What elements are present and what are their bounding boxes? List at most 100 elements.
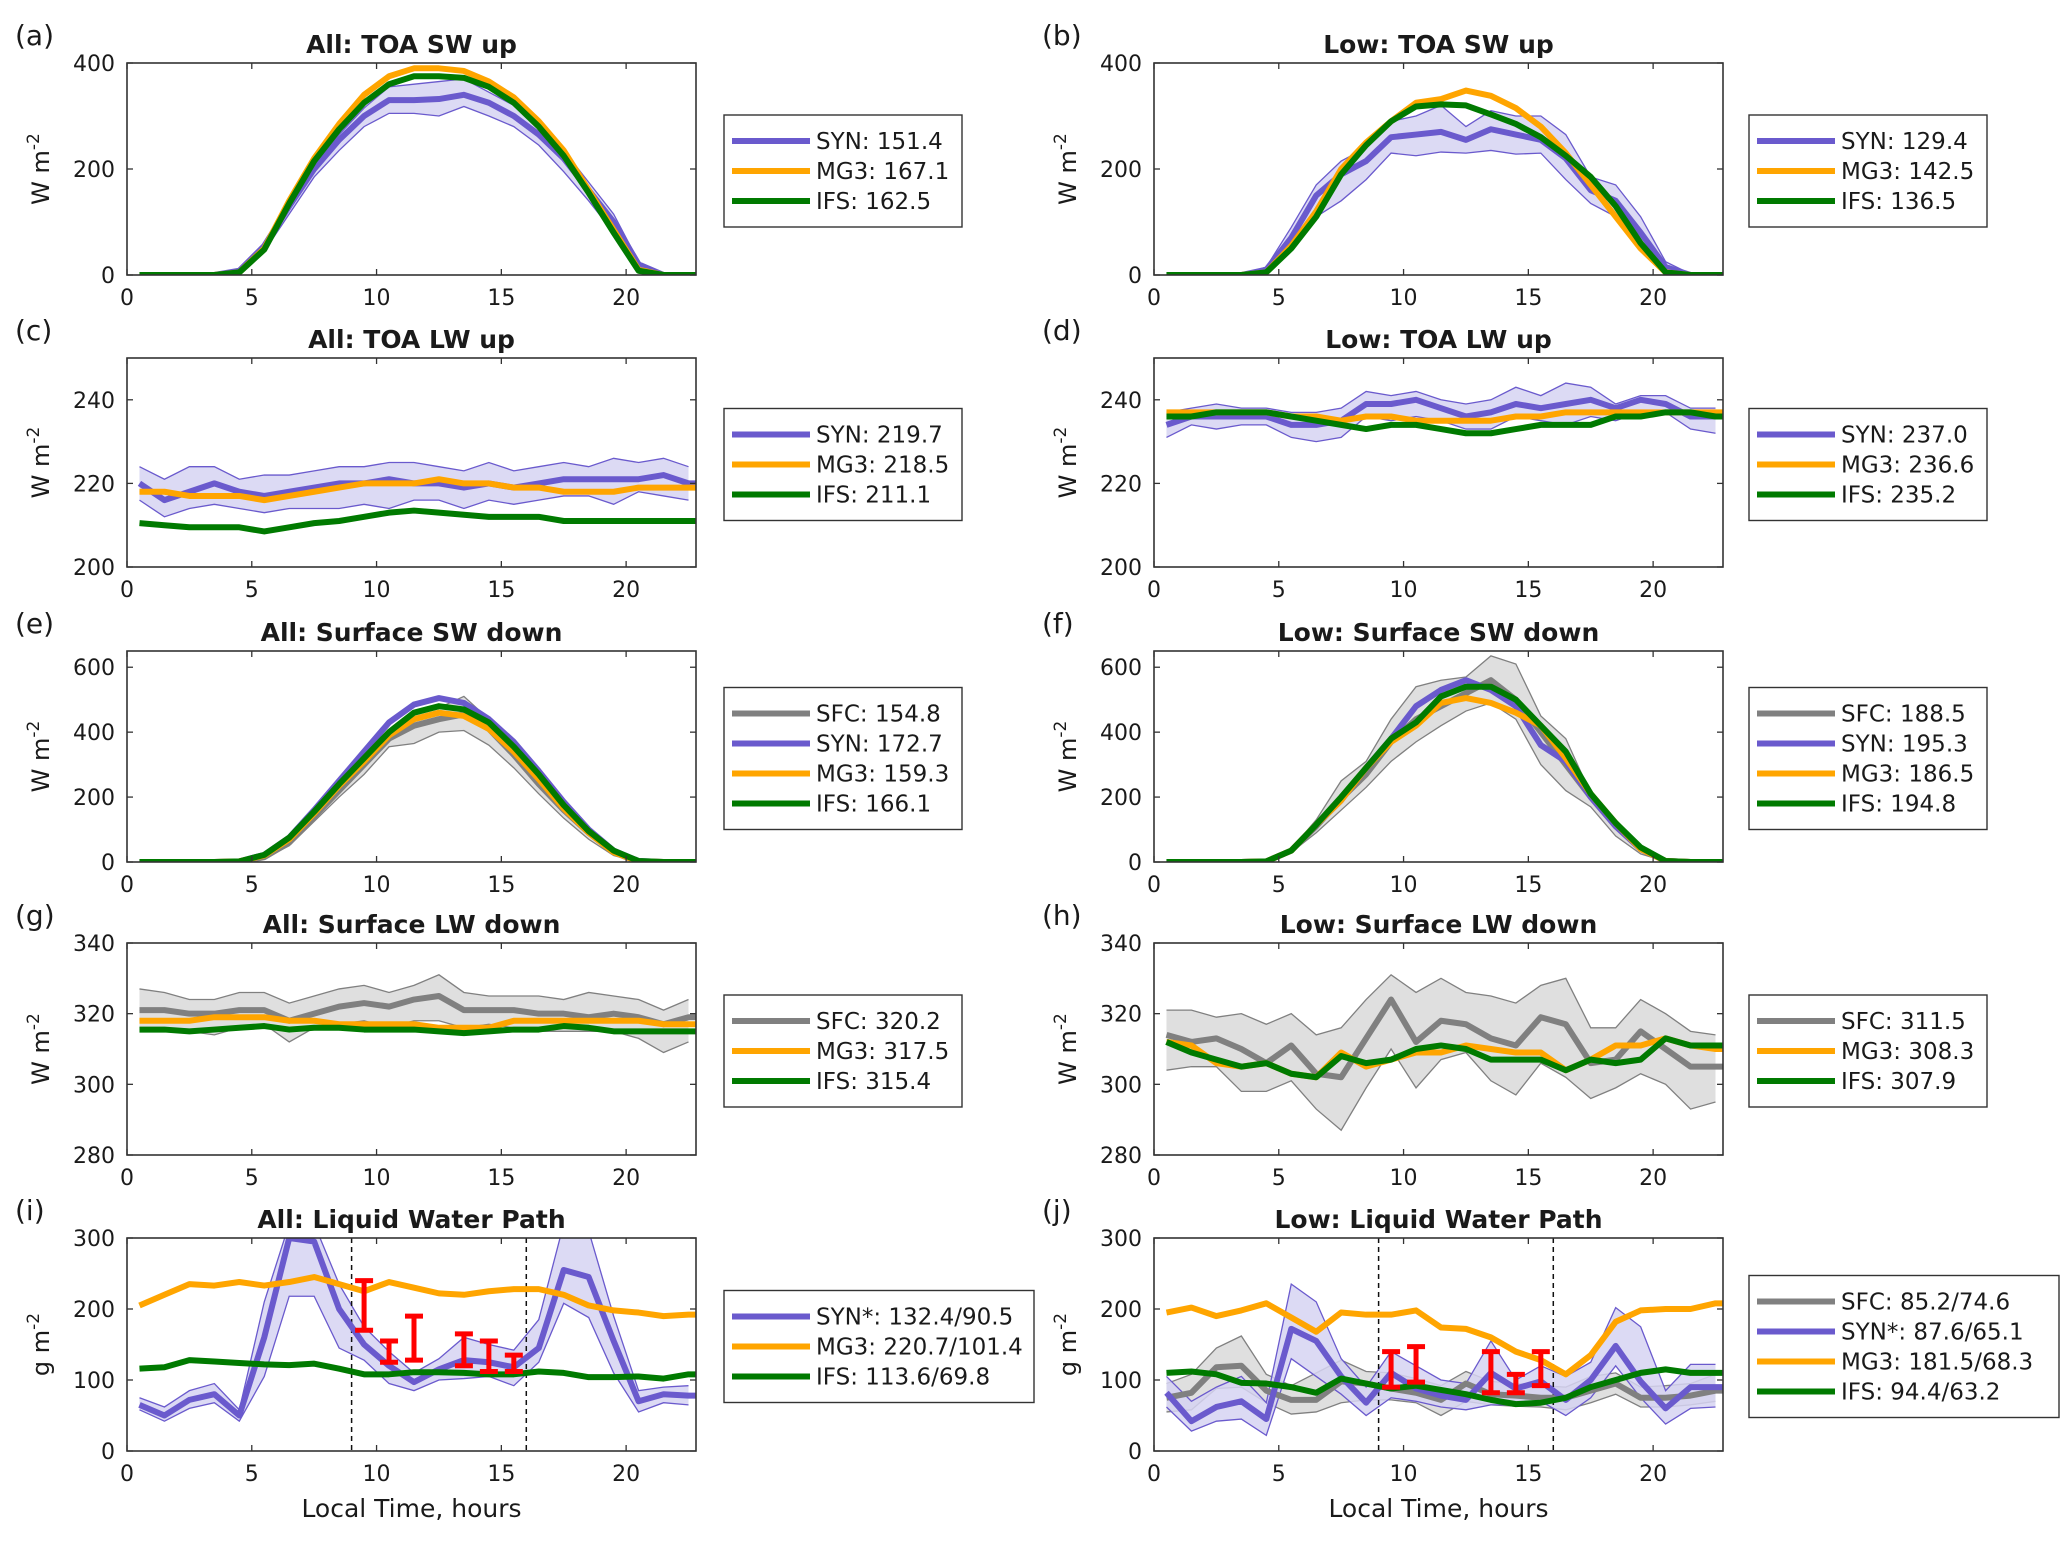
y-tick-label: 0 xyxy=(101,264,115,289)
y-tick-label: 300 xyxy=(73,1073,115,1098)
x-tick-label: 15 xyxy=(487,1462,515,1487)
legend: SYN*: 132.4/90.5 MG3: 220.7/101.4 IFS: 113… xyxy=(723,1289,1035,1404)
band-lower-sfc xyxy=(139,729,689,862)
legend-item-syn: SYN: 237.0 xyxy=(1757,423,1968,449)
observation-error-bar xyxy=(479,1338,498,1374)
series-line-mg3 xyxy=(139,476,696,504)
x-tick-label: 15 xyxy=(487,873,515,898)
y-axis-label: W m-2 xyxy=(1051,133,1082,205)
observation-error-bar xyxy=(1382,1349,1401,1390)
y-axis-label: W m-2 xyxy=(24,133,55,205)
legend-item-ifs: IFS: 166.1 xyxy=(732,792,931,818)
legend-label: IFS: 162.5 xyxy=(816,189,931,215)
band-upper-syn xyxy=(1166,1283,1716,1405)
series-line-syn xyxy=(139,91,696,275)
axes-frame xyxy=(126,942,697,1156)
y-tick-label: 400 xyxy=(73,52,115,77)
axes-frame xyxy=(1153,1237,1724,1452)
axes-frame xyxy=(1153,357,1724,568)
plot-area xyxy=(1166,87,1723,275)
axes-frame xyxy=(1153,650,1724,863)
panel-a: (a) All: TOA SW upW m-20 5 10 15 200200400SYN… xyxy=(15,19,963,311)
panel-title: Low: Surface SW down xyxy=(1278,618,1600,647)
y-tick-label: 200 xyxy=(1100,158,1142,183)
plot-area xyxy=(138,1238,696,1451)
legend: SYN: 151.4 MG3: 167.1 IFS: 162.5 xyxy=(723,114,963,228)
legend-label: MG3: 308.3 xyxy=(1841,1039,1974,1065)
legend-label: IFS: 211.1 xyxy=(816,483,931,509)
observation-error-bar xyxy=(504,1352,523,1374)
panel-b: (b) Low: TOA SW upW m-20 5 10 15 200200400SYN… xyxy=(1042,19,1988,311)
legend-item-ifs: IFS: 194.8 xyxy=(1757,792,1956,818)
legend-item-sfc: SFC: 320.2 xyxy=(732,1009,941,1035)
x-tick-label: 10 xyxy=(363,1462,391,1487)
y-tick-label: 240 xyxy=(1100,389,1142,414)
y-tick-label: 340 xyxy=(1100,932,1142,957)
panel-label: (f) xyxy=(1042,607,1074,640)
x-tick-label: 20 xyxy=(612,873,640,898)
series-line-syn xyxy=(1164,1325,1723,1425)
panel-title: All: TOA LW up xyxy=(308,325,515,354)
legend-item-syn: SYN: 195.3 xyxy=(1757,732,1968,758)
legend-label: IFS: 136.5 xyxy=(1841,189,1956,215)
legend-item-syn: SYN: 219.7 xyxy=(732,423,943,449)
y-tick-label: 340 xyxy=(73,932,115,957)
y-tick-label: 600 xyxy=(73,656,115,681)
legend-label: SYN: 151.4 xyxy=(816,129,943,155)
y-axis-label: g m-2 xyxy=(1051,1313,1082,1376)
y-axis-label: W m-2 xyxy=(1051,721,1082,793)
legend-label: SYN*: 87.6/65.1 xyxy=(1841,1320,2024,1346)
legend-label: MG3: 186.5 xyxy=(1841,762,1974,788)
panel-g: (g) All: Surface LW down W m-2 0 5 10 15 20 280 3… xyxy=(15,899,963,1191)
x-tick-label: 15 xyxy=(1514,1166,1542,1191)
legend-label: SYN: 237.0 xyxy=(1841,423,1968,449)
legend-label: IFS: 194.8 xyxy=(1841,792,1956,818)
y-tick-label: 300 xyxy=(1100,1073,1142,1098)
axes-frame xyxy=(126,650,697,863)
panel-label: (h) xyxy=(1042,899,1082,932)
legend-item-ifs: IFS: 315.4 xyxy=(732,1069,931,1095)
y-tick-label: 0 xyxy=(101,851,115,876)
legend-label: IFS: 113.6/69.8 xyxy=(816,1365,990,1391)
legend-label: SYN: 195.3 xyxy=(1841,732,1968,758)
x-tick-label: 20 xyxy=(612,1166,640,1191)
x-tick-label: 10 xyxy=(1390,286,1418,311)
band-lower-syn xyxy=(139,491,689,518)
legend-label: SFC: 154.8 xyxy=(816,702,941,728)
x-tick-label: 15 xyxy=(1514,286,1542,311)
legend-label: IFS: 307.9 xyxy=(1841,1069,1956,1095)
panel-label: (j) xyxy=(1042,1194,1072,1227)
x-tick-label: 20 xyxy=(612,286,640,311)
legend-item-mg3: MG3: 308.3 xyxy=(1757,1039,1974,1065)
band-lower-syn xyxy=(139,1295,689,1423)
y-tick-label: 0 xyxy=(1128,851,1142,876)
series-line-ifs xyxy=(139,73,696,275)
x-tick-label: 5 xyxy=(245,286,259,311)
legend: SFC: 320.2 MG3: 317.5 IFS: 315.4 xyxy=(723,994,963,1108)
axes-frame xyxy=(126,1237,697,1452)
y-tick-label: 220 xyxy=(1100,472,1142,497)
x-tick-label: 15 xyxy=(487,578,515,603)
y-tick-label: 200 xyxy=(73,158,115,183)
y-tick-label: 100 xyxy=(73,1369,115,1394)
x-axis-label: Local Time, hours xyxy=(301,1494,521,1523)
band-lower-syn xyxy=(139,105,689,275)
x-tick-label: 20 xyxy=(612,1462,640,1487)
plot-area xyxy=(1166,655,1723,862)
legend: SYN: 219.7 MG3: 218.5 IFS: 211.1 xyxy=(723,407,963,522)
series-line-mg3 xyxy=(1165,1300,1723,1378)
x-tick-label: 15 xyxy=(1514,1462,1542,1487)
y-tick-label: 280 xyxy=(73,1144,115,1169)
y-tick-label: 0 xyxy=(1128,264,1142,289)
legend-label: MG3: 142.5 xyxy=(1841,159,1974,185)
x-tick-label: 0 xyxy=(120,873,134,898)
legend-label: SYN: 129.4 xyxy=(1841,129,1968,155)
panel-label: (d) xyxy=(1042,314,1082,347)
y-axis-label: W m-2 xyxy=(1051,427,1082,499)
plot-area xyxy=(137,457,696,535)
legend-label: IFS: 94.4/63.2 xyxy=(1841,1380,2000,1406)
x-tick-label: 5 xyxy=(245,1166,259,1191)
